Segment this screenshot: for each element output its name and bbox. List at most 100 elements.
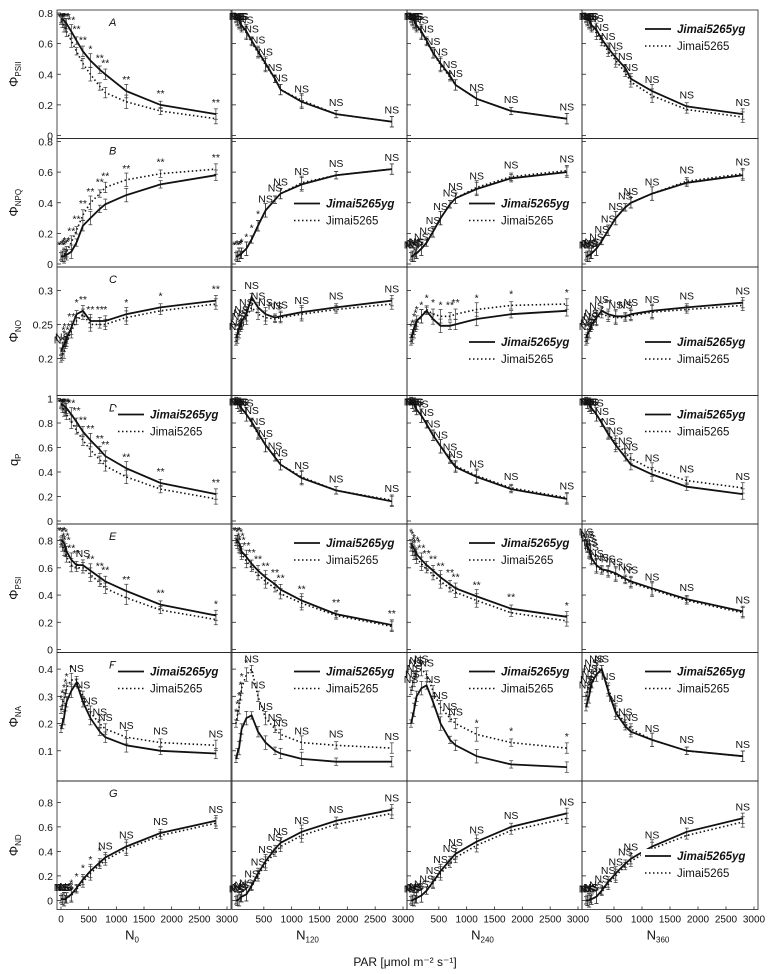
y-axis-symbol: Φ <box>6 332 21 342</box>
significance-label: * <box>410 529 414 541</box>
significance-label: ** <box>271 567 279 579</box>
significance-label: ** <box>61 324 69 336</box>
significance-label: ** <box>122 451 130 463</box>
panel-G-col-3: 500 1000 1500 2000 2500 3000NSNSNSNSNSNSNSNSN… <box>579 780 766 926</box>
significance-label: * <box>425 292 429 304</box>
significance-label: NS <box>98 841 113 853</box>
y-tick-label: 0 <box>47 645 53 657</box>
significance-label: * <box>412 311 416 323</box>
y-axis-title: ΦNA <box>6 705 23 727</box>
significance-label: NS <box>560 102 575 114</box>
legend-label-jimai5265: Jimai5265 <box>501 555 553 567</box>
significance-label: ** <box>61 236 69 248</box>
significance-label: * <box>410 318 414 330</box>
significance-label: * <box>244 232 248 244</box>
significance-label: NS <box>55 331 70 343</box>
significance-label: NS <box>579 679 594 691</box>
y-axis-title: qP <box>6 453 23 466</box>
legend-label-jimai5265yg: Jimai5265yg <box>501 667 569 679</box>
significance-label: NS <box>209 804 224 816</box>
significance-label: NS <box>504 471 519 483</box>
legend-background <box>641 664 756 699</box>
y-tick-label: 0.1 <box>38 746 53 758</box>
significance-label: ** <box>67 226 75 238</box>
significance-label: NS <box>98 712 113 724</box>
significance-label: ** <box>67 397 75 409</box>
significance-label: NS <box>232 397 247 409</box>
x-tick-label: 1000 <box>456 915 479 926</box>
significance-label: NS <box>618 707 633 719</box>
y-tick-label: 0.25 <box>33 319 54 331</box>
significance-label: ** <box>423 548 431 560</box>
significance-label: ** <box>58 239 66 251</box>
column-label-subscript: 120 <box>306 936 320 945</box>
significance-label: * <box>88 854 92 866</box>
x-tick-label: 1000 <box>631 915 654 926</box>
significance-label: NS <box>735 97 750 109</box>
significance-label: * <box>81 863 85 875</box>
significance-label: NS <box>582 238 597 250</box>
series-line-jimai5265yg <box>585 400 743 495</box>
significance-label: ** <box>429 554 437 566</box>
legend: Jimai5265yg Jimai5265 <box>641 849 756 883</box>
significance-label: ** <box>156 157 164 169</box>
significance-label: NS <box>580 529 595 541</box>
panel-row-E: ΦPSIE00.20.40.60.8**************NS******… <box>6 523 759 657</box>
legend: Jimai5265yg Jimai5265 <box>465 335 580 369</box>
significance-label: NS <box>408 236 423 248</box>
y-axis-title: ΦNO <box>6 320 23 342</box>
significance-label: ** <box>122 74 130 86</box>
series-line-jimai5265yg <box>235 538 392 626</box>
significance-label: NS <box>448 68 463 80</box>
significance-label: NS <box>92 707 107 719</box>
significance-label: NS <box>405 11 420 23</box>
significance-label: NS <box>583 11 598 23</box>
significance-label: ** <box>57 11 65 23</box>
significance-label: NS <box>608 201 623 213</box>
significance-label: NS <box>273 73 288 85</box>
legend-label-jimai5265: Jimai5265 <box>677 41 729 53</box>
significance-label: NS <box>419 407 434 419</box>
significance-label: NS <box>582 533 597 545</box>
significance-label: ** <box>62 321 70 333</box>
y-tick-label: 0.8 <box>38 797 53 809</box>
significance-label: NS <box>258 47 273 59</box>
significance-label: NS <box>594 294 609 306</box>
significance-label: NS <box>679 164 694 176</box>
x-tick-label: 1000 <box>281 915 304 926</box>
significance-label: ** <box>57 239 65 251</box>
series-line-jimai5265yg <box>236 168 392 258</box>
significance-label: NS <box>268 440 283 452</box>
x-tick-label: 2500 <box>715 915 738 926</box>
x-tick-label: 2000 <box>336 915 359 926</box>
y-tick-label: 0 <box>47 516 53 528</box>
significance-label: NS <box>407 238 422 250</box>
significance-label: NS <box>594 654 609 666</box>
significance-label: NS <box>589 232 604 244</box>
significance-label: NS <box>268 832 283 844</box>
significance-label: ** <box>473 579 481 591</box>
significance-label: NS <box>57 882 72 894</box>
significance-label: ** <box>446 567 454 579</box>
series-line-jimai5265yg <box>235 295 392 339</box>
significance-label: NS <box>244 24 259 36</box>
significance-label: NS <box>244 405 259 417</box>
significance-label: * <box>237 690 241 702</box>
significance-label: NS <box>624 297 639 309</box>
legend: Jimai5265yg Jimai5265 <box>641 22 756 56</box>
significance-label: NS <box>419 658 434 670</box>
y-tick-label: 0.2 <box>38 100 53 112</box>
legend-background <box>465 536 580 570</box>
x-tick-label: 0 <box>58 915 64 926</box>
significance-label: NS <box>560 481 575 493</box>
series-line-jimai5265yg <box>410 542 567 618</box>
significance-label: ** <box>451 571 459 583</box>
significance-label: ** <box>60 238 68 250</box>
